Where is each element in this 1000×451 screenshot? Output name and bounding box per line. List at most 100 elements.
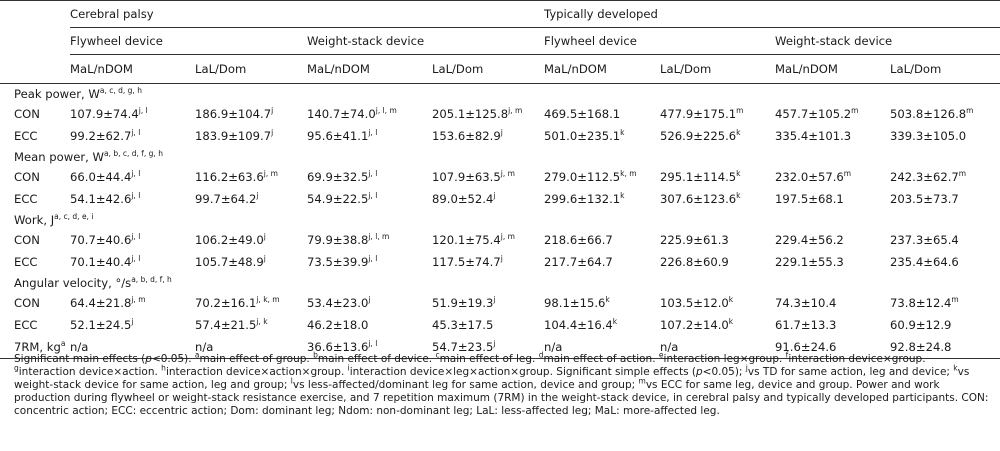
table-cell: 54.1±42.6j, l [70,188,195,210]
table-cell: 235.4±64.6 [890,251,1000,273]
cell-value: 120.1±75.4 [432,233,501,247]
section-title-text: Angular velocity, °/s [14,275,132,290]
table-cell: 57.4±21.5j, k [195,314,307,336]
cell-value: 45.3±17.5 [432,318,494,332]
section-title-superscript: a, c, d, g, h [99,85,142,95]
table-cell: 64.4±21.8j, m [70,292,195,314]
cell-value: 501.0±235.1 [544,129,621,143]
row-label: 7RM, kga [0,336,70,359]
cell-value: 186.9±104.7 [195,107,272,121]
cell-superscript: j, l [368,128,378,138]
cell-value: 60.9±12.9 [890,318,952,332]
cell-value: 295.1±114.5 [660,170,737,184]
table-cell: 107.9±63.5j, m [432,166,544,188]
cell-value: 89.0±52.4 [432,192,494,206]
cell-value: 69.9±32.5 [307,170,369,184]
table-cell: 295.1±114.5k [660,166,775,188]
cell-value: 217.7±64.7 [544,255,613,269]
cell-value: 107.2±14.0 [660,318,729,332]
table-cell: 120.1±75.4j, m [432,229,544,251]
table-row: ECC 70.1±40.4j, l 105.7±48.9j 73.5±39.9j, l… [0,251,1000,273]
section-title-text: Work, J [14,212,55,227]
table-cell: 229.1±55.3 [775,251,890,273]
cell-value: 307.6±123.6 [660,192,737,206]
cell-superscript: m [966,106,974,116]
cell-value: 477.9±175.1 [660,107,737,121]
cell-value: 107.9±63.5 [432,170,501,184]
cell-value: 54.1±42.6 [70,192,132,206]
table-cell: 106.2±49.0j [195,229,307,251]
cell-superscript: k [728,295,734,305]
leg-header: LaL/Dom [660,54,776,84]
table-row: CON 70.7±40.6j, l 106.2±49.0j 79.9±38.8j, l… [0,229,1000,251]
table-cell: 61.7±13.3 [775,314,890,336]
row-label: ECC [14,192,38,206]
table-cell: 36.6±13.6j, l [307,336,432,359]
cell-value: 73.5±39.9 [307,255,369,269]
table-cell: 183.9±109.7j [195,125,307,147]
leg-header: LaL/Dom [890,54,1000,84]
table-cell: 279.0±112.5k, m [544,166,660,188]
cell-superscript: j, l [131,232,141,242]
table-cell: 70.7±40.6j, l [70,229,195,251]
table-cell: 73.8±12.4m [890,292,1000,314]
cell-value: 36.6±13.6 [307,340,369,354]
cell-value: 74.3±10.4 [775,296,837,310]
table-cell: 107.2±14.0k [660,314,775,336]
section-title-text: Mean power, W [14,149,104,164]
device-header-row: Flywheel device Weight-stack device Flyw… [0,27,1000,55]
table-cell: 53.4±23.0j [307,292,432,314]
table-row: CON 66.0±44.4j, l 116.2±63.6j, m 69.9±32.5j… [0,166,1000,188]
cell-superscript: j, l, m [375,106,397,116]
row-label: ECC [14,129,38,143]
cell-superscript: j, m [131,295,146,305]
section-title-text: Peak power, W [14,86,100,101]
row-label: CON [14,296,40,310]
table-cell: 66.0±44.4j, l [70,166,195,188]
table-cell: 307.6±123.6k [660,188,775,210]
cell-superscript: j [493,295,496,305]
section-title: Angular velocity, °/sa, b, d, f, h [0,273,1000,292]
cell-value: n/a [660,340,679,354]
cell-superscript: j, l [131,254,141,264]
leg-header: MaL/nDOM [544,54,661,84]
table-row: CON 107.9±74.4j, l 186.9±104.7j 140.7±74.0j… [0,103,1000,125]
section-title-superscript: a, c, d, e, i [54,211,94,221]
cell-value: 503.8±126.8 [890,107,967,121]
cell-value: 183.9±109.7 [195,129,272,143]
table-cell: 335.4±101.3 [775,125,890,147]
device-header: Flywheel device [70,27,307,55]
cell-value: n/a [70,340,89,354]
cell-superscript: j, l [368,169,378,179]
cell-value: n/a [195,340,214,354]
group-cp-header: Cerebral palsy [70,0,545,28]
cell-value: 46.2±18.0 [307,318,369,332]
section-title-row: Angular velocity, °/sa, b, d, f, h [0,273,1000,292]
cell-value: 70.2±16.1 [195,296,257,310]
results-table: Cerebral palsy Typically developed Flywh… [0,0,1000,359]
cell-superscript: j [131,317,134,327]
cell-value: 95.6±41.1 [307,129,369,143]
cell-value: 237.3±65.4 [890,233,959,247]
cell-superscript: j [271,128,274,138]
row-label: CON [14,233,40,247]
cell-superscript: k [605,295,610,305]
row-label: ECC [14,255,38,269]
cell-value: 107.9±74.4 [70,107,139,121]
table-cell: 339.3±105.0 [890,125,1000,147]
row-label-text: 7RM, kg [14,340,61,354]
cell-superscript: k [612,317,618,327]
table-cell: 60.9±12.9 [890,314,1000,336]
cell-superscript: j, l [131,191,141,201]
cell-value: 469.5±168.1 [544,107,621,121]
table-cell: 229.4±56.2 [775,229,890,251]
cell-value: 279.0±112.5 [544,170,621,184]
table-cell: 242.3±62.7m [890,166,1000,188]
cell-superscript: j [368,295,371,305]
table-cell: 232.0±57.6m [775,166,890,188]
section-title: Mean power, Wa, b, c, d, f, g, h [0,147,1000,166]
cell-superscript: j [271,106,274,116]
cell-value: 106.2±49.0 [195,233,264,247]
cell-value: 98.1±15.6 [544,296,606,310]
